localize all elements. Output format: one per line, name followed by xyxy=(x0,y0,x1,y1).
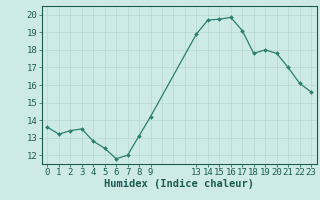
X-axis label: Humidex (Indice chaleur): Humidex (Indice chaleur) xyxy=(104,179,254,189)
